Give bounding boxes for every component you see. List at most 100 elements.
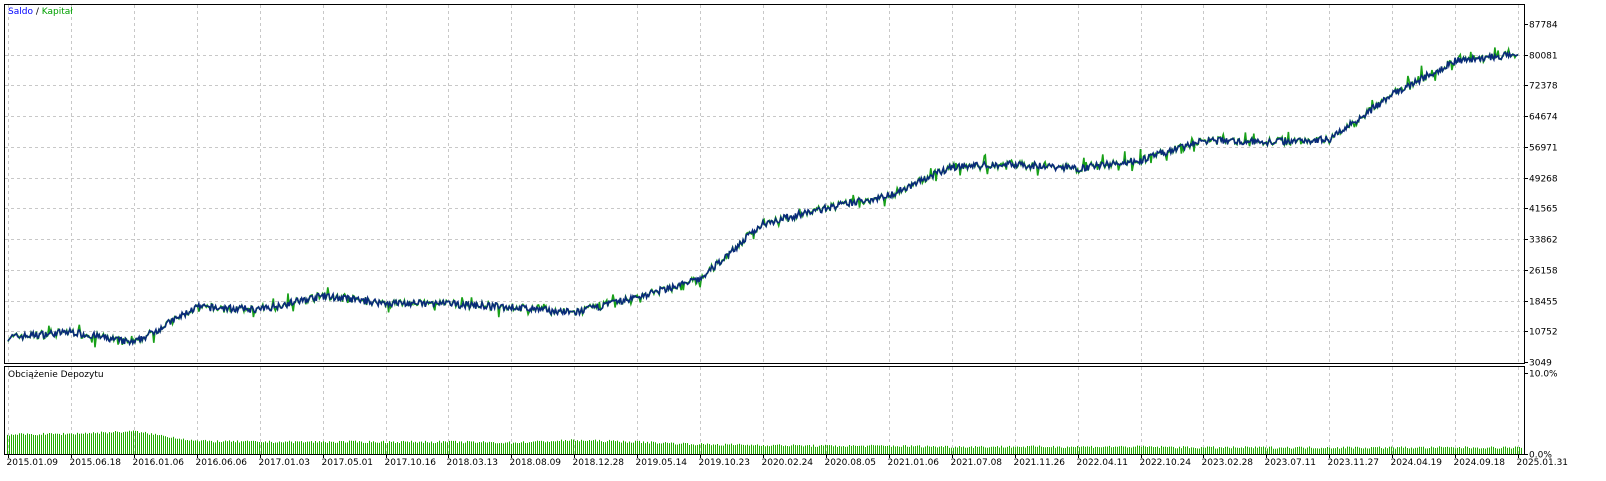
load-bar — [855, 445, 856, 454]
load-bar — [1171, 446, 1172, 454]
load-bar — [1037, 446, 1038, 454]
load-bar — [1133, 446, 1134, 454]
load-bar — [81, 433, 82, 454]
load-bar — [1185, 446, 1186, 454]
x-tick-label: 2021.11.26 — [1014, 458, 1066, 468]
load-bar — [1051, 447, 1052, 454]
load-bar — [205, 439, 206, 454]
load-bar — [277, 442, 278, 454]
load-bar — [565, 440, 566, 454]
load-bar — [657, 443, 658, 454]
load-bar — [929, 446, 930, 454]
load-bar — [865, 447, 866, 454]
load-bar — [1369, 448, 1370, 454]
load-bar — [469, 441, 470, 454]
load-bar — [1113, 447, 1114, 454]
load-bar — [765, 446, 766, 454]
load-bar — [619, 441, 620, 454]
load-bar — [767, 445, 768, 454]
load-bar — [247, 440, 248, 454]
y-tick-label: 41565 — [1529, 205, 1558, 215]
load-bar — [567, 440, 568, 454]
load-bar — [1261, 447, 1262, 454]
load-bar — [1177, 448, 1178, 454]
load-bar — [1489, 447, 1490, 454]
load-bar — [113, 432, 114, 454]
load-bar — [1343, 446, 1344, 454]
load-bar — [859, 445, 860, 454]
load-bar — [607, 441, 608, 454]
load-bar — [591, 440, 592, 454]
load-bar — [529, 442, 530, 454]
load-bar — [1353, 448, 1354, 454]
load-bar — [1187, 446, 1188, 454]
load-bar — [1377, 447, 1378, 454]
load-bar — [53, 434, 54, 454]
load-bar — [229, 440, 230, 454]
load-bar — [1351, 447, 1352, 454]
load-bar — [587, 440, 588, 454]
load-bar — [703, 444, 704, 454]
load-bar — [1137, 445, 1138, 454]
load-bar — [163, 435, 164, 454]
load-bar — [1443, 447, 1444, 454]
load-bar — [179, 438, 180, 454]
load-bar — [1433, 447, 1434, 454]
load-bar — [713, 444, 714, 454]
load-bar — [757, 444, 758, 454]
load-bar — [1197, 448, 1198, 454]
load-bar — [467, 440, 468, 454]
load-bar — [705, 444, 706, 454]
load-bar — [1285, 447, 1286, 454]
equity-y-axis: 87784 80081 72378 64674 56971 49268 41565 33862… — [1524, 21, 1558, 369]
load-bar — [1231, 448, 1232, 454]
load-bar — [1083, 446, 1084, 454]
load-bar — [67, 433, 68, 454]
load-bar — [73, 434, 74, 454]
load-bar — [1359, 447, 1360, 454]
load-bar — [365, 442, 366, 454]
load-bar — [1331, 448, 1332, 454]
load-bar — [511, 443, 512, 454]
x-tick-label: 2016.06.06 — [196, 458, 248, 468]
load-bar — [399, 443, 400, 454]
load-bar — [219, 441, 220, 454]
load-bar — [615, 441, 616, 454]
load-bar — [317, 442, 318, 454]
load-bar — [1153, 447, 1154, 454]
load-bar — [871, 444, 872, 454]
load-bar — [993, 446, 994, 454]
load-bar — [775, 445, 776, 454]
load-bar — [1317, 448, 1318, 454]
load-bar — [1299, 446, 1300, 454]
load-bar — [307, 441, 308, 454]
load-bar — [189, 440, 190, 454]
load-bar — [991, 446, 992, 454]
load-bar — [1417, 447, 1418, 454]
load-bar — [911, 445, 912, 454]
load-bar — [761, 445, 762, 454]
load-bar — [1337, 447, 1338, 454]
load-bar — [629, 441, 630, 454]
load-bar — [733, 445, 734, 454]
load-bar — [1505, 446, 1506, 454]
load-bar — [1481, 448, 1482, 454]
load-bar — [683, 442, 684, 454]
load-bar — [479, 442, 480, 454]
load-bar — [561, 439, 562, 454]
load-bar — [935, 446, 936, 454]
load-bar — [605, 442, 606, 454]
load-bar — [99, 433, 100, 454]
load-bar — [323, 441, 324, 454]
load-bar — [375, 442, 376, 454]
load-bar — [813, 444, 814, 454]
load-bar — [303, 442, 304, 454]
load-bar — [1453, 447, 1454, 454]
load-bar — [401, 441, 402, 454]
load-bar — [319, 441, 320, 454]
load-bar — [543, 441, 544, 454]
load-bar — [857, 446, 858, 454]
load-bar — [1207, 446, 1208, 454]
load-bar — [833, 446, 834, 454]
load-bar — [1235, 447, 1236, 454]
